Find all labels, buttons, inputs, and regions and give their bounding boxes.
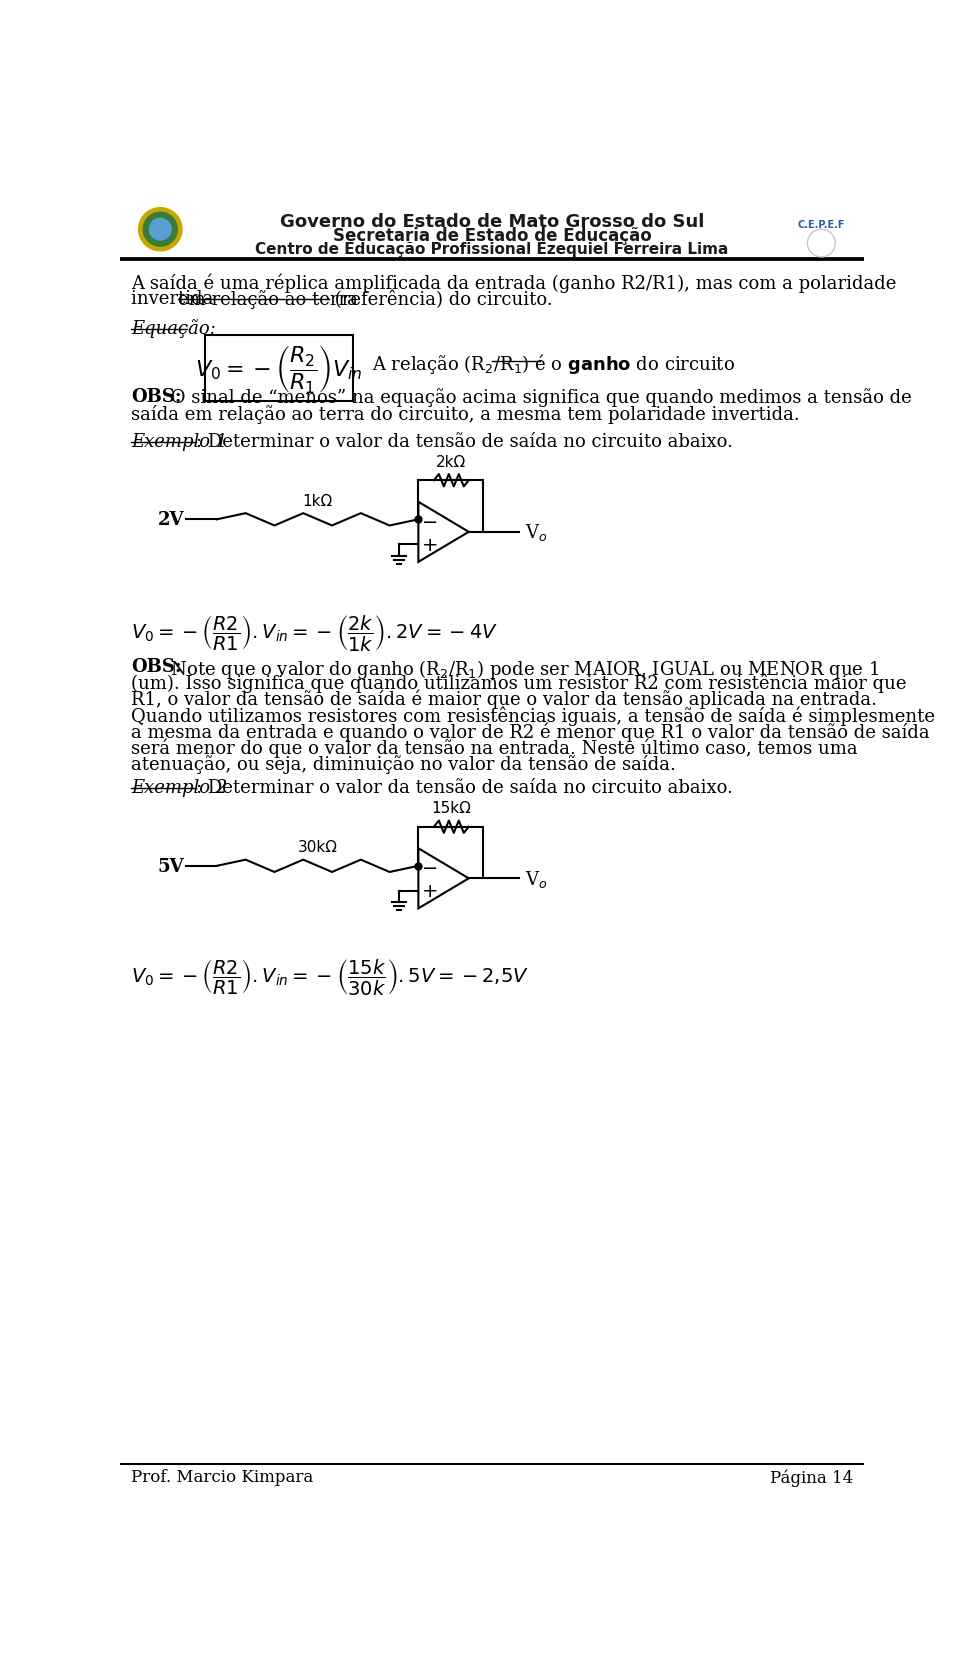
Text: $V_0 = -\left(\dfrac{R2}{R1}\right).V_{in} = -\left(\dfrac{2k}{1k}\right).2V = -: $V_0 = -\left(\dfrac{R2}{R1}\right).V_{i… [131,613,498,654]
Text: 15kΩ: 15kΩ [431,801,471,816]
Text: O sinal de “menos” na equação acima significa que quando medimos a tensão de: O sinal de “menos” na equação acima sign… [165,388,912,407]
Text: Note que o valor do ganho (R$_2$/R$_1$) pode ser MAIOR, IGUAL ou MENOR que 1: Note que o valor do ganho (R$_2$/R$_1$) … [165,657,879,680]
Text: a mesma da entrada e quando o valor de R2 é menor que R1 o valor da tensão de sa: a mesma da entrada e quando o valor de R… [131,722,929,741]
Text: Exemplo 2: Exemplo 2 [131,780,228,796]
Text: R1, o valor da tensão de saída é maior que o valor da tensão aplicada na entrada: R1, o valor da tensão de saída é maior q… [131,689,876,709]
Circle shape [150,220,171,240]
Bar [205,336,352,402]
Text: V$_o$: V$_o$ [524,522,547,543]
Text: $V_0 = -\left(\dfrac{R_2}{R_1}\right)V_{in}$: $V_0 = -\left(\dfrac{R_2}{R_1}\right)V_{… [195,343,363,395]
Text: 5V: 5V [157,857,184,875]
Text: (um). Isso significa que quando utilizamos um resistor R2 com resistência maior : (um). Isso significa que quando utilizam… [131,674,906,692]
Text: A relação (R$_2$/R$_1$) é o $\mathbf{ganho}$ do circuito: A relação (R$_2$/R$_1$) é o $\mathbf{gan… [372,351,735,376]
Text: A saída é uma réplica amplificada da entrada (ganho R2/R1), mas com a polaridade: A saída é uma réplica amplificada da ent… [131,274,897,292]
Text: $+$: $+$ [421,882,438,900]
Text: : Determinar o valor da tensão de saída no circuito abaixo.: : Determinar o valor da tensão de saída … [196,432,732,450]
Text: $V_0 = -\left(\dfrac{R2}{R1}\right).V_{in} = -\left(\dfrac{15k}{30k}\right).5V =: $V_0 = -\left(\dfrac{R2}{R1}\right).V_{i… [131,958,529,998]
Circle shape [143,213,178,247]
Text: 2kΩ: 2kΩ [436,454,467,469]
Text: $-$: $-$ [421,857,438,875]
Text: (referência) do circuito.: (referência) do circuito. [329,291,553,309]
Text: Prof. Marcio Kimpara: Prof. Marcio Kimpara [131,1468,313,1485]
Text: Exemplo 1: Exemplo 1 [131,432,228,450]
Text: $-$: $-$ [421,511,438,529]
Text: C.E.P.E.F: C.E.P.E.F [798,220,845,230]
Text: Equação:: Equação: [131,319,216,338]
Text: em relação ao terra: em relação ao terra [179,291,358,309]
Text: 1kΩ: 1kΩ [302,494,333,509]
Bar [120,202,864,259]
Text: Centro de Educação Profissional Ezequiel Ferreira Lima: Centro de Educação Profissional Ezequiel… [255,242,729,257]
Text: atenuação, ou seja, diminuição no valor da tensão de saída.: atenuação, ou seja, diminuição no valor … [131,754,676,773]
Text: 2V: 2V [157,511,184,529]
Text: será menor do que o valor da tensão na entrada. Neste último caso, temos uma: será menor do que o valor da tensão na e… [131,738,857,758]
Text: Governo do Estado de Mato Grosso do Sul: Governo do Estado de Mato Grosso do Sul [279,213,705,232]
Text: Página 14: Página 14 [770,1468,853,1485]
Text: 30kΩ: 30kΩ [298,840,338,855]
Text: $+$: $+$ [421,536,438,554]
Text: OBS:: OBS: [131,388,181,407]
Text: invertida: invertida [131,291,219,307]
Text: V$_o$: V$_o$ [524,869,547,889]
Text: Secretaria de Estado de Educação: Secretaria de Estado de Educação [332,227,652,245]
Text: OBS:: OBS: [131,657,181,675]
Text: : Determinar o valor da tensão de saída no circuito abaixo.: : Determinar o valor da tensão de saída … [196,780,732,796]
Text: Quando utilizamos resistores com resistências iguais, a tensão de saída é simple: Quando utilizamos resistores com resistê… [131,706,935,726]
Text: saída em relação ao terra do circuito, a mesma tem polaridade invertida.: saída em relação ao terra do circuito, a… [131,405,800,423]
Circle shape [138,208,182,252]
